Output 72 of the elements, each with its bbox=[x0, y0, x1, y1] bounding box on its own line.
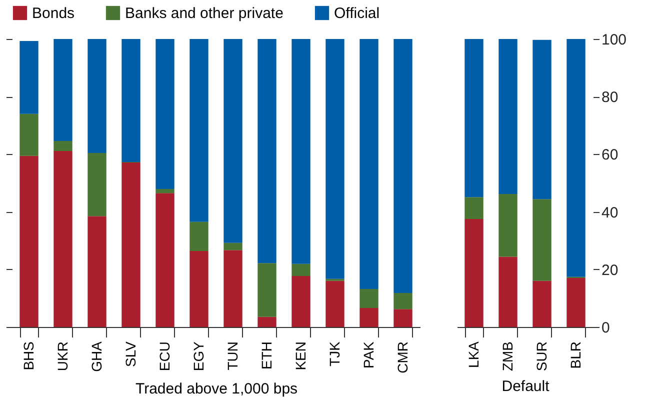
bar bbox=[156, 189, 174, 194]
y-tick-label: 20 bbox=[602, 262, 618, 279]
bar bbox=[258, 316, 276, 327]
bar bbox=[20, 41, 38, 114]
x-tick-label: SLV bbox=[122, 340, 138, 367]
bar bbox=[464, 219, 484, 327]
x-axis-title: Traded above 1,000 bps bbox=[135, 380, 298, 398]
bar bbox=[156, 39, 174, 190]
bar bbox=[360, 288, 378, 308]
bar bbox=[122, 162, 140, 327]
bar bbox=[292, 264, 310, 276]
bar bbox=[224, 39, 242, 243]
bar bbox=[394, 39, 412, 294]
y-tick-label: 40 bbox=[602, 204, 618, 222]
x-tick-label: PAK bbox=[360, 340, 376, 368]
bar bbox=[360, 39, 378, 289]
x-tick-label: ECU bbox=[156, 342, 172, 372]
bar bbox=[190, 39, 208, 222]
bar bbox=[394, 293, 412, 310]
bar bbox=[498, 194, 518, 257]
y-tick-label: 60 bbox=[602, 146, 618, 164]
bar bbox=[532, 199, 552, 281]
bar bbox=[360, 308, 378, 327]
y-tick-label: 100 bbox=[602, 32, 627, 48]
bar bbox=[326, 39, 344, 279]
bar bbox=[292, 39, 310, 264]
bar bbox=[224, 242, 242, 250]
bar bbox=[224, 250, 242, 327]
bar bbox=[54, 140, 72, 152]
legend-label: Bonds bbox=[32, 5, 75, 22]
legend-label: Banks and other private bbox=[125, 5, 284, 22]
bar bbox=[156, 193, 174, 327]
bar bbox=[20, 114, 38, 156]
x-tick-label: BLR bbox=[568, 342, 584, 369]
x-tick-label: UKR bbox=[54, 342, 70, 372]
bar bbox=[464, 39, 484, 198]
bar bbox=[498, 256, 518, 327]
bar bbox=[464, 197, 484, 219]
x-tick-label: TJK bbox=[326, 340, 342, 366]
x-tick-label: GHA bbox=[88, 340, 104, 372]
x-tick-label: BHS bbox=[20, 342, 36, 370]
bar bbox=[122, 39, 140, 162]
bar bbox=[88, 39, 106, 154]
x-tick-label: EGY bbox=[190, 340, 206, 372]
bar bbox=[258, 39, 276, 264]
legend-label: Official bbox=[334, 5, 380, 22]
x-tick-label: CMR bbox=[394, 342, 410, 374]
bar bbox=[258, 263, 276, 317]
bar bbox=[394, 309, 412, 327]
bar bbox=[88, 216, 106, 327]
bar bbox=[88, 153, 106, 216]
bar bbox=[190, 222, 208, 251]
bar bbox=[566, 39, 586, 277]
x-tick-label: SUR bbox=[534, 342, 550, 372]
y-tick-label: 0 bbox=[602, 320, 610, 336]
bar bbox=[498, 39, 518, 194]
x-tick-label: TUN bbox=[224, 342, 240, 370]
bar bbox=[54, 39, 72, 141]
bar bbox=[20, 156, 38, 327]
x-tick-label: KEN bbox=[292, 342, 308, 370]
bar bbox=[532, 280, 552, 327]
x-tick-label: ETH bbox=[258, 342, 274, 370]
bar bbox=[566, 278, 586, 327]
bar bbox=[292, 276, 310, 327]
y-tick-label: 80 bbox=[602, 89, 618, 106]
x-tick-label: ZMB bbox=[500, 342, 516, 372]
bar bbox=[54, 151, 72, 327]
x-axis-title: Default bbox=[502, 378, 550, 396]
bar bbox=[326, 280, 344, 327]
bar bbox=[532, 40, 552, 200]
x-tick-label: LKA bbox=[466, 340, 482, 368]
bar bbox=[190, 250, 208, 327]
